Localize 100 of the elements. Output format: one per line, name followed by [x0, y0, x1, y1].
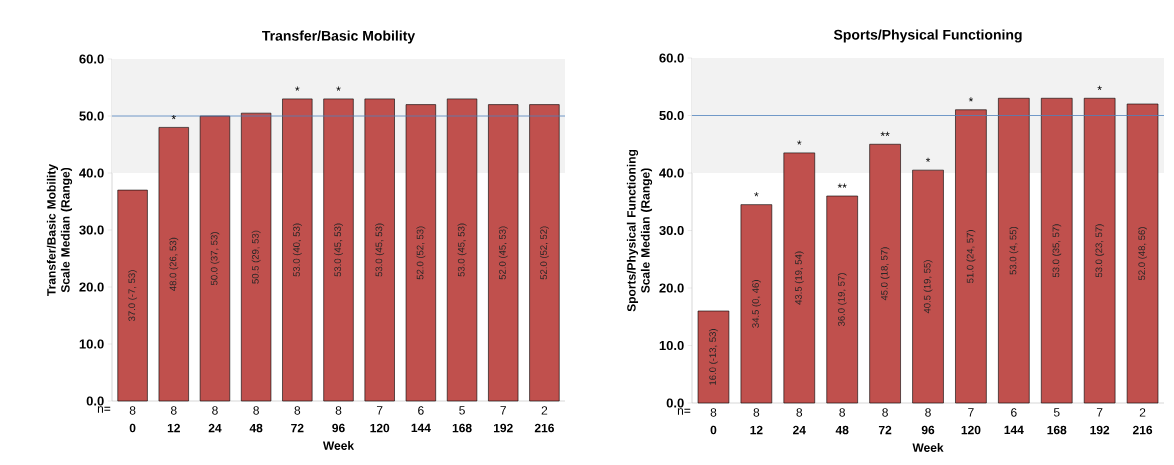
data-label: 50.0 (37, 53)	[210, 232, 220, 286]
x-tick-label: 24	[793, 425, 806, 435]
text: 6	[418, 406, 424, 415]
x-tick-label: 96	[921, 425, 935, 435]
x-tick-label: 216	[534, 423, 554, 433]
text: 7	[376, 406, 383, 415]
y-tick-label: 10.0	[659, 340, 684, 351]
text: 8	[294, 406, 301, 415]
data-label: 53.0 (45, 53)	[334, 223, 343, 277]
data-label: 53.0 (45, 53)	[457, 223, 467, 277]
x-tick-label: 12	[167, 423, 180, 433]
text: 5	[459, 406, 465, 415]
x-tick-label: 24	[208, 423, 222, 433]
annotation: *	[295, 86, 300, 91]
y-tick-label: 40.0	[659, 168, 684, 178]
x-tick-label: 12	[750, 425, 763, 435]
annotation: *	[754, 192, 759, 197]
x-tick-label: 120	[370, 423, 390, 433]
text: 5	[1053, 408, 1060, 417]
data-label: 53.0 (40, 53)	[292, 223, 302, 277]
text: 8	[839, 408, 846, 417]
annotation: *	[336, 86, 341, 91]
data-label: 53.0 (35, 57)	[1052, 224, 1062, 278]
bar	[323, 98, 354, 402]
y-tick-label: 10.0	[79, 339, 104, 349]
chart-title: Sports/Physical Functioning	[833, 29, 1022, 43]
bar	[955, 109, 987, 404]
data-label: 53.0 (23, 57)	[1095, 224, 1105, 278]
data-label: 34.5 (0, 46)	[751, 280, 761, 328]
data-label: 50.5 (29, 53)	[251, 230, 261, 284]
bar	[158, 127, 189, 402]
bar	[241, 112, 272, 402]
bar	[529, 104, 560, 402]
text: 8	[882, 408, 888, 417]
data-label: 36.0 (19, 57)	[837, 273, 847, 327]
text: 8	[335, 406, 342, 415]
bar	[1040, 97, 1073, 404]
y-tick-label: 60.0	[79, 54, 104, 64]
x-tick-label: 0	[129, 423, 136, 433]
annotation: *	[797, 140, 802, 145]
bar	[740, 204, 773, 404]
bar	[488, 104, 519, 402]
bar	[446, 98, 478, 402]
data-label: 40.5 (19, 55)	[923, 260, 933, 314]
bar	[998, 97, 1030, 404]
bar	[869, 143, 901, 404]
chart-title: Transfer/Basic Mobility	[262, 30, 416, 44]
data-label: 43.5 (19, 54)	[794, 251, 804, 305]
text: 8	[710, 408, 717, 417]
x-tick-label: 168	[452, 423, 472, 433]
y-tick-label: 30.0	[79, 225, 104, 235]
x-tick-label: 96	[332, 423, 345, 433]
y-tick-label: 60.0	[659, 53, 684, 63]
y-axis-title: Sports/Physical Functioning Scale Median (Range)	[626, 149, 653, 312]
data-label: 48.0 (26, 53)	[169, 237, 179, 291]
text: 8	[796, 408, 803, 417]
text: 8	[925, 408, 931, 417]
x-tick-label: 168	[1047, 425, 1067, 435]
y-tick-label: 0.0	[666, 398, 684, 408]
data-label: 52.0 (48, 56)	[1138, 227, 1147, 281]
x-tick-label: 48	[835, 425, 849, 435]
data-label: 52.0 (52, 52)	[539, 226, 549, 280]
annotation: **	[880, 131, 890, 136]
x-axis-title: Week	[912, 443, 944, 452]
text: n=	[677, 408, 691, 415]
bar	[1083, 97, 1116, 404]
data-label: 16.0 (-13, 53)	[709, 329, 718, 385]
bar	[1126, 103, 1159, 404]
text: 2	[541, 406, 548, 415]
annotation: *	[171, 114, 176, 120]
y-axis-title: Transfer/Basic Mobility Scale Median (Range)	[46, 164, 73, 296]
data-label: 53.0 (4, 55)	[1009, 226, 1019, 275]
text: 6	[1011, 408, 1017, 417]
bar	[199, 115, 231, 402]
data-label: 37.0 (-7, 53)	[128, 270, 138, 322]
y-tick-label: 20.0	[79, 282, 104, 292]
text: 7	[500, 406, 506, 415]
text: 8	[170, 406, 177, 415]
x-tick-label: 192	[493, 423, 513, 433]
data-label: 52.0 (45, 53)	[498, 226, 508, 280]
bar	[783, 152, 816, 404]
y-tick-label: 50.0	[79, 111, 104, 121]
x-tick-label: 192	[1090, 425, 1110, 435]
bar	[364, 98, 395, 402]
x-tick-label: 144	[411, 423, 431, 433]
text: 8	[753, 408, 760, 417]
data-label: 53.0 (45, 53)	[375, 223, 385, 277]
y-tick-label: 50.0	[659, 110, 684, 121]
x-axis-title: Week	[322, 441, 355, 450]
annotation: *	[1097, 85, 1102, 90]
x-tick-label: 216	[1132, 425, 1153, 435]
x-tick-label: 120	[961, 425, 981, 435]
text: 8	[253, 406, 259, 415]
data-label: 45.0 (18, 57)	[880, 247, 890, 301]
bar	[405, 104, 436, 402]
bar	[117, 189, 148, 402]
bar	[282, 98, 313, 402]
bar	[826, 195, 858, 404]
text: 8	[129, 406, 136, 415]
data-label: 52.0 (52, 53)	[416, 226, 426, 280]
